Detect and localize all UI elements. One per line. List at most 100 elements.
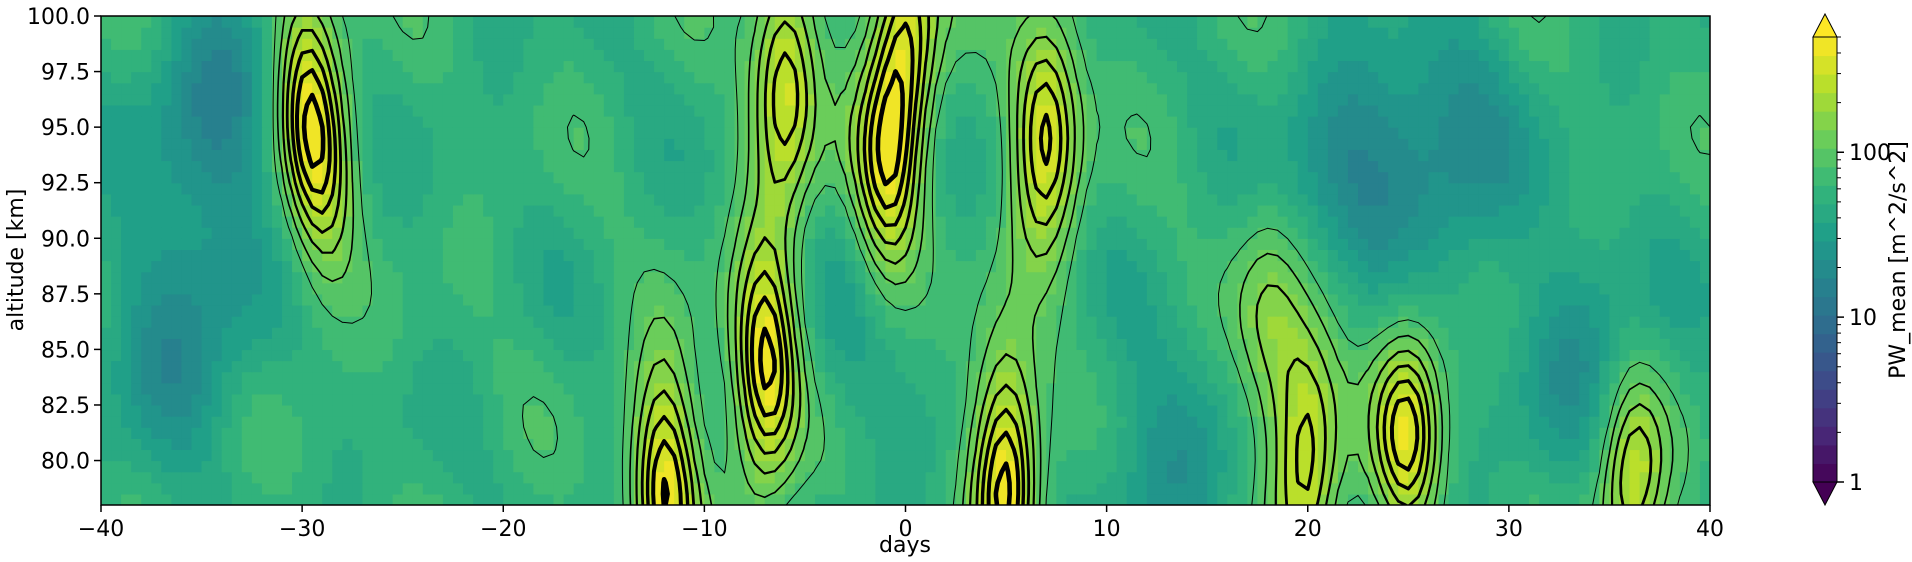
contour-cell (1458, 216, 1470, 228)
contour-cell (1026, 182, 1037, 195)
contour-cell (1478, 171, 1490, 184)
contour-cell (1327, 371, 1339, 384)
contour-cell (151, 349, 162, 362)
contour-cell (141, 427, 152, 439)
contour-cell (664, 293, 675, 306)
contour-cell (704, 316, 716, 328)
contour-cell (754, 493, 766, 505)
contour-cell (1358, 282, 1369, 295)
contour-cell (1016, 271, 1027, 284)
contour-cell (1428, 260, 1440, 273)
contour-cell (382, 327, 394, 339)
contour-cell (1649, 160, 1661, 173)
contour-cell (191, 171, 203, 184)
contour-cell (1166, 216, 1178, 228)
contour-cell (1116, 460, 1128, 473)
contour-cell (1247, 282, 1259, 295)
contour-cell (1267, 471, 1279, 484)
contour-cell (1227, 193, 1238, 206)
contour-cell (473, 227, 484, 239)
contour-cell (1378, 327, 1389, 339)
contour-cell (613, 249, 625, 262)
contour-cell (613, 182, 625, 195)
contour-cell (1569, 293, 1580, 306)
contour-cell (1086, 216, 1098, 228)
contour-cell (1277, 438, 1289, 451)
contour-cell (161, 471, 172, 484)
contour-cell (1569, 182, 1580, 195)
contour-cell (1619, 404, 1631, 417)
contour-cell (825, 293, 836, 306)
contour-cell (1287, 338, 1299, 351)
contour-cell (1478, 471, 1490, 484)
contour-cell (1156, 382, 1168, 395)
contour-cell (613, 449, 625, 462)
contour-cell (1559, 404, 1570, 417)
contour-cell (261, 360, 273, 373)
contour-cell (131, 338, 142, 351)
contour-cell (1126, 249, 1138, 262)
contour-cell (1337, 371, 1349, 384)
contour-cell (996, 438, 1007, 451)
contour-cell (1086, 293, 1098, 306)
contour-cell (201, 216, 213, 228)
contour-cell (1297, 460, 1309, 473)
contour-cell (1508, 193, 1520, 206)
contour-cell (1136, 460, 1148, 473)
contour-cell (292, 327, 303, 339)
contour-cell (1589, 471, 1600, 484)
contour-cell (1539, 482, 1550, 495)
contour-cell (111, 249, 122, 262)
contour-cell (975, 416, 987, 428)
contour-cell (825, 460, 836, 473)
contour-cell (1609, 193, 1621, 206)
contour-cell (1368, 216, 1379, 228)
contour-cell (191, 404, 203, 417)
contour-cell (1106, 227, 1118, 239)
contour-cell (563, 393, 575, 406)
contour-cell (855, 227, 866, 239)
contour-cell (332, 149, 343, 162)
contour-cell (644, 327, 655, 339)
contour-cell (1177, 449, 1188, 462)
contour-cell (1297, 293, 1309, 306)
contour-cell (644, 160, 655, 173)
contour-cell (1207, 404, 1218, 417)
contour-cell (452, 438, 464, 451)
contour-cell (442, 293, 454, 306)
contour-cell (1599, 227, 1611, 239)
contour-cell (835, 160, 846, 173)
contour-cell (442, 238, 454, 250)
contour-cell (1096, 182, 1108, 195)
contour-cell (1297, 160, 1309, 173)
contour-cell (1438, 349, 1450, 362)
contour-cell (1418, 271, 1430, 284)
contour-cell (1146, 304, 1158, 317)
contour-cell (1136, 404, 1148, 417)
contour-cell (282, 338, 293, 351)
contour-cell (1026, 271, 1037, 284)
contour-cell (392, 293, 404, 306)
contour-cell (251, 282, 263, 295)
contour-cell (1187, 349, 1198, 362)
contour-cell (362, 316, 374, 328)
contour-cell (392, 193, 404, 206)
contour-cell (101, 304, 112, 317)
contour-cell (1076, 227, 1088, 239)
contour-cell (342, 438, 354, 451)
contour-cell (362, 293, 374, 306)
contour-cell (1569, 438, 1580, 451)
contour-cell (442, 282, 454, 295)
contour-cell (1378, 438, 1389, 451)
contour-cell (493, 238, 504, 250)
contour-cell (654, 260, 665, 273)
contour-cell (996, 227, 1007, 239)
contour-cell (161, 438, 172, 451)
contour-cell (1549, 238, 1560, 250)
contour-cell (613, 271, 625, 284)
contour-cell (1116, 493, 1128, 505)
contour-cell (352, 193, 364, 206)
contour-cell (664, 482, 675, 495)
contour-cell (432, 271, 444, 284)
contour-cell (1177, 471, 1188, 484)
